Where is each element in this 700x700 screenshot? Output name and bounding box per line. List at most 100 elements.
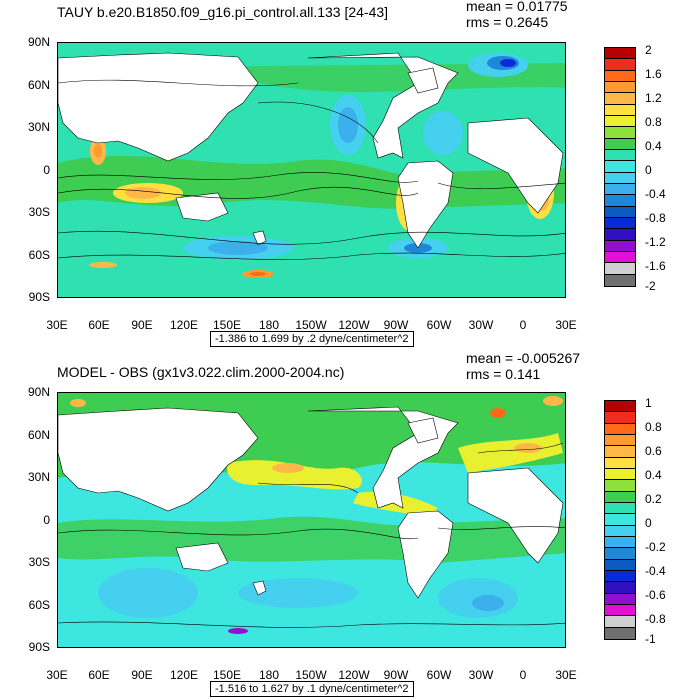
- colorbar-label: 0.8: [645, 420, 662, 434]
- colorbar-label: -0.6: [645, 588, 666, 602]
- lon-label: 90E: [131, 668, 153, 682]
- lat-label: 60N: [27, 78, 50, 92]
- colorbar-swatch: [605, 70, 635, 82]
- lon-label: 150W: [295, 318, 327, 332]
- lat-label: 30S: [28, 555, 50, 569]
- colorbar-label: -0.8: [645, 612, 666, 626]
- lat-label: 60S: [28, 598, 50, 612]
- colorbar-label: 2: [645, 43, 652, 57]
- colorbar-label: 0: [645, 516, 652, 530]
- lon-label: 90E: [131, 318, 153, 332]
- colorbar-swatch: [605, 401, 635, 413]
- panel-tauy: TAUY b.e20.B1850.f09_g16.pi_control.all.…: [27, 0, 666, 347]
- colorbar-label: -0.4: [645, 187, 666, 201]
- colorbar-swatch: [605, 251, 635, 264]
- colorbar-swatch: [605, 149, 635, 162]
- lat-label: 90N: [27, 35, 50, 49]
- colorbar-label: -0.4: [645, 564, 666, 578]
- colorbar-swatch: [605, 434, 635, 447]
- colorbar-swatch: [605, 115, 635, 128]
- colorbar-label: -1.6: [645, 259, 666, 273]
- lon-label: 0: [519, 668, 527, 682]
- colorbar-swatch: [605, 183, 635, 196]
- mean-stat: mean = -0.005267: [466, 350, 581, 366]
- colorbar-label: 1: [645, 396, 652, 410]
- colorbar-label: 0.2: [645, 492, 662, 506]
- lat-label: 90S: [28, 640, 50, 654]
- lat-label: 60N: [27, 428, 50, 442]
- lon-label: 120W: [338, 318, 370, 332]
- colorbar-swatch: [605, 161, 635, 173]
- colorbar-label: 0.4: [645, 468, 662, 482]
- colorbar-swatch: [605, 468, 635, 481]
- rms-stat: rms = 0.141: [466, 366, 541, 382]
- lon-label: 30E: [555, 318, 577, 332]
- colorbar: [604, 47, 636, 287]
- map-plot: [57, 42, 566, 298]
- colorbar-swatch: [605, 195, 635, 207]
- lon-label: 60E: [88, 318, 110, 332]
- lat-label: 60S: [28, 248, 50, 262]
- lon-label: 60E: [88, 668, 110, 682]
- colorbar-label: -1.2: [645, 235, 666, 249]
- lon-label: 150E: [212, 668, 242, 682]
- colorbar-swatch: [605, 582, 635, 594]
- lat-label: 0: [43, 513, 50, 527]
- colorbar-swatch: [605, 217, 635, 230]
- lat-label: 30S: [28, 205, 50, 219]
- contour-map: [58, 393, 565, 647]
- colorbar-swatch: [605, 548, 635, 560]
- colorbar-swatch: [605, 502, 635, 515]
- colorbar-swatch: [605, 525, 635, 537]
- panel-model-minus-obs: MODEL - OBS (gx1v3.022.clim.2000-2004.nc…: [0, 350, 700, 700]
- colorbar-swatch: [605, 263, 635, 275]
- colorbar-label: 0.6: [645, 444, 662, 458]
- lon-label: 30E: [46, 318, 68, 332]
- colorbar-swatch: [605, 240, 635, 252]
- colorbar-swatch: [605, 206, 635, 218]
- lon-label: 150W: [295, 668, 327, 682]
- lon-label: 60W: [426, 668, 452, 682]
- map-plot: [57, 392, 566, 648]
- colorbar-label: 1.2: [645, 91, 662, 105]
- colorbar-swatch: [605, 104, 635, 116]
- colorbar-swatch: [605, 229, 635, 241]
- lon-label: 180: [258, 318, 280, 332]
- contour-range-label: -1.516 to 1.627 by .1 dyne/centimeter^2: [210, 681, 414, 697]
- colorbar: [604, 400, 636, 640]
- colorbar-swatch: [605, 93, 635, 105]
- colorbar-label: 0: [645, 163, 652, 177]
- lon-label: 60W: [426, 318, 452, 332]
- lon-label: 30W: [468, 668, 494, 682]
- lon-label: 120E: [169, 318, 199, 332]
- colorbar-label: 0.8: [645, 115, 662, 129]
- colorbar-swatch: [605, 59, 635, 71]
- colorbar-swatch: [605, 412, 635, 424]
- lon-label: 120E: [169, 668, 199, 682]
- colorbar-swatch: [605, 274, 635, 286]
- lon-label: 30E: [46, 668, 68, 682]
- colorbar-swatch: [605, 570, 635, 583]
- colorbar-label: -2: [645, 279, 656, 293]
- lat-label: 90S: [28, 290, 50, 304]
- lon-label: 30W: [468, 318, 494, 332]
- contour-range-label: -1.386 to 1.699 by .2 dyne/centimeter^2: [210, 331, 414, 347]
- panel-title: TAUY b.e20.B1850.f09_g16.pi_control.all.…: [57, 4, 389, 20]
- lon-label: 120W: [338, 668, 370, 682]
- lon-label: 30E: [555, 668, 577, 682]
- colorbar-swatch: [605, 172, 635, 184]
- colorbar-label: -0.8: [645, 211, 666, 225]
- colorbar-swatch: [605, 127, 635, 139]
- colorbar-swatch: [605, 446, 635, 458]
- lon-label: 150E: [212, 318, 242, 332]
- colorbar-label: 0.4: [645, 139, 662, 153]
- colorbar-swatch: [605, 604, 635, 617]
- colorbar-label: -0.2: [645, 540, 666, 554]
- contour-map: [58, 43, 565, 297]
- lon-label: 90W: [383, 668, 409, 682]
- colorbar-swatch: [605, 480, 635, 492]
- colorbar-swatch: [605, 138, 635, 150]
- lat-label: 0: [43, 163, 50, 177]
- colorbar-swatch: [605, 593, 635, 605]
- colorbar-swatch: [605, 536, 635, 549]
